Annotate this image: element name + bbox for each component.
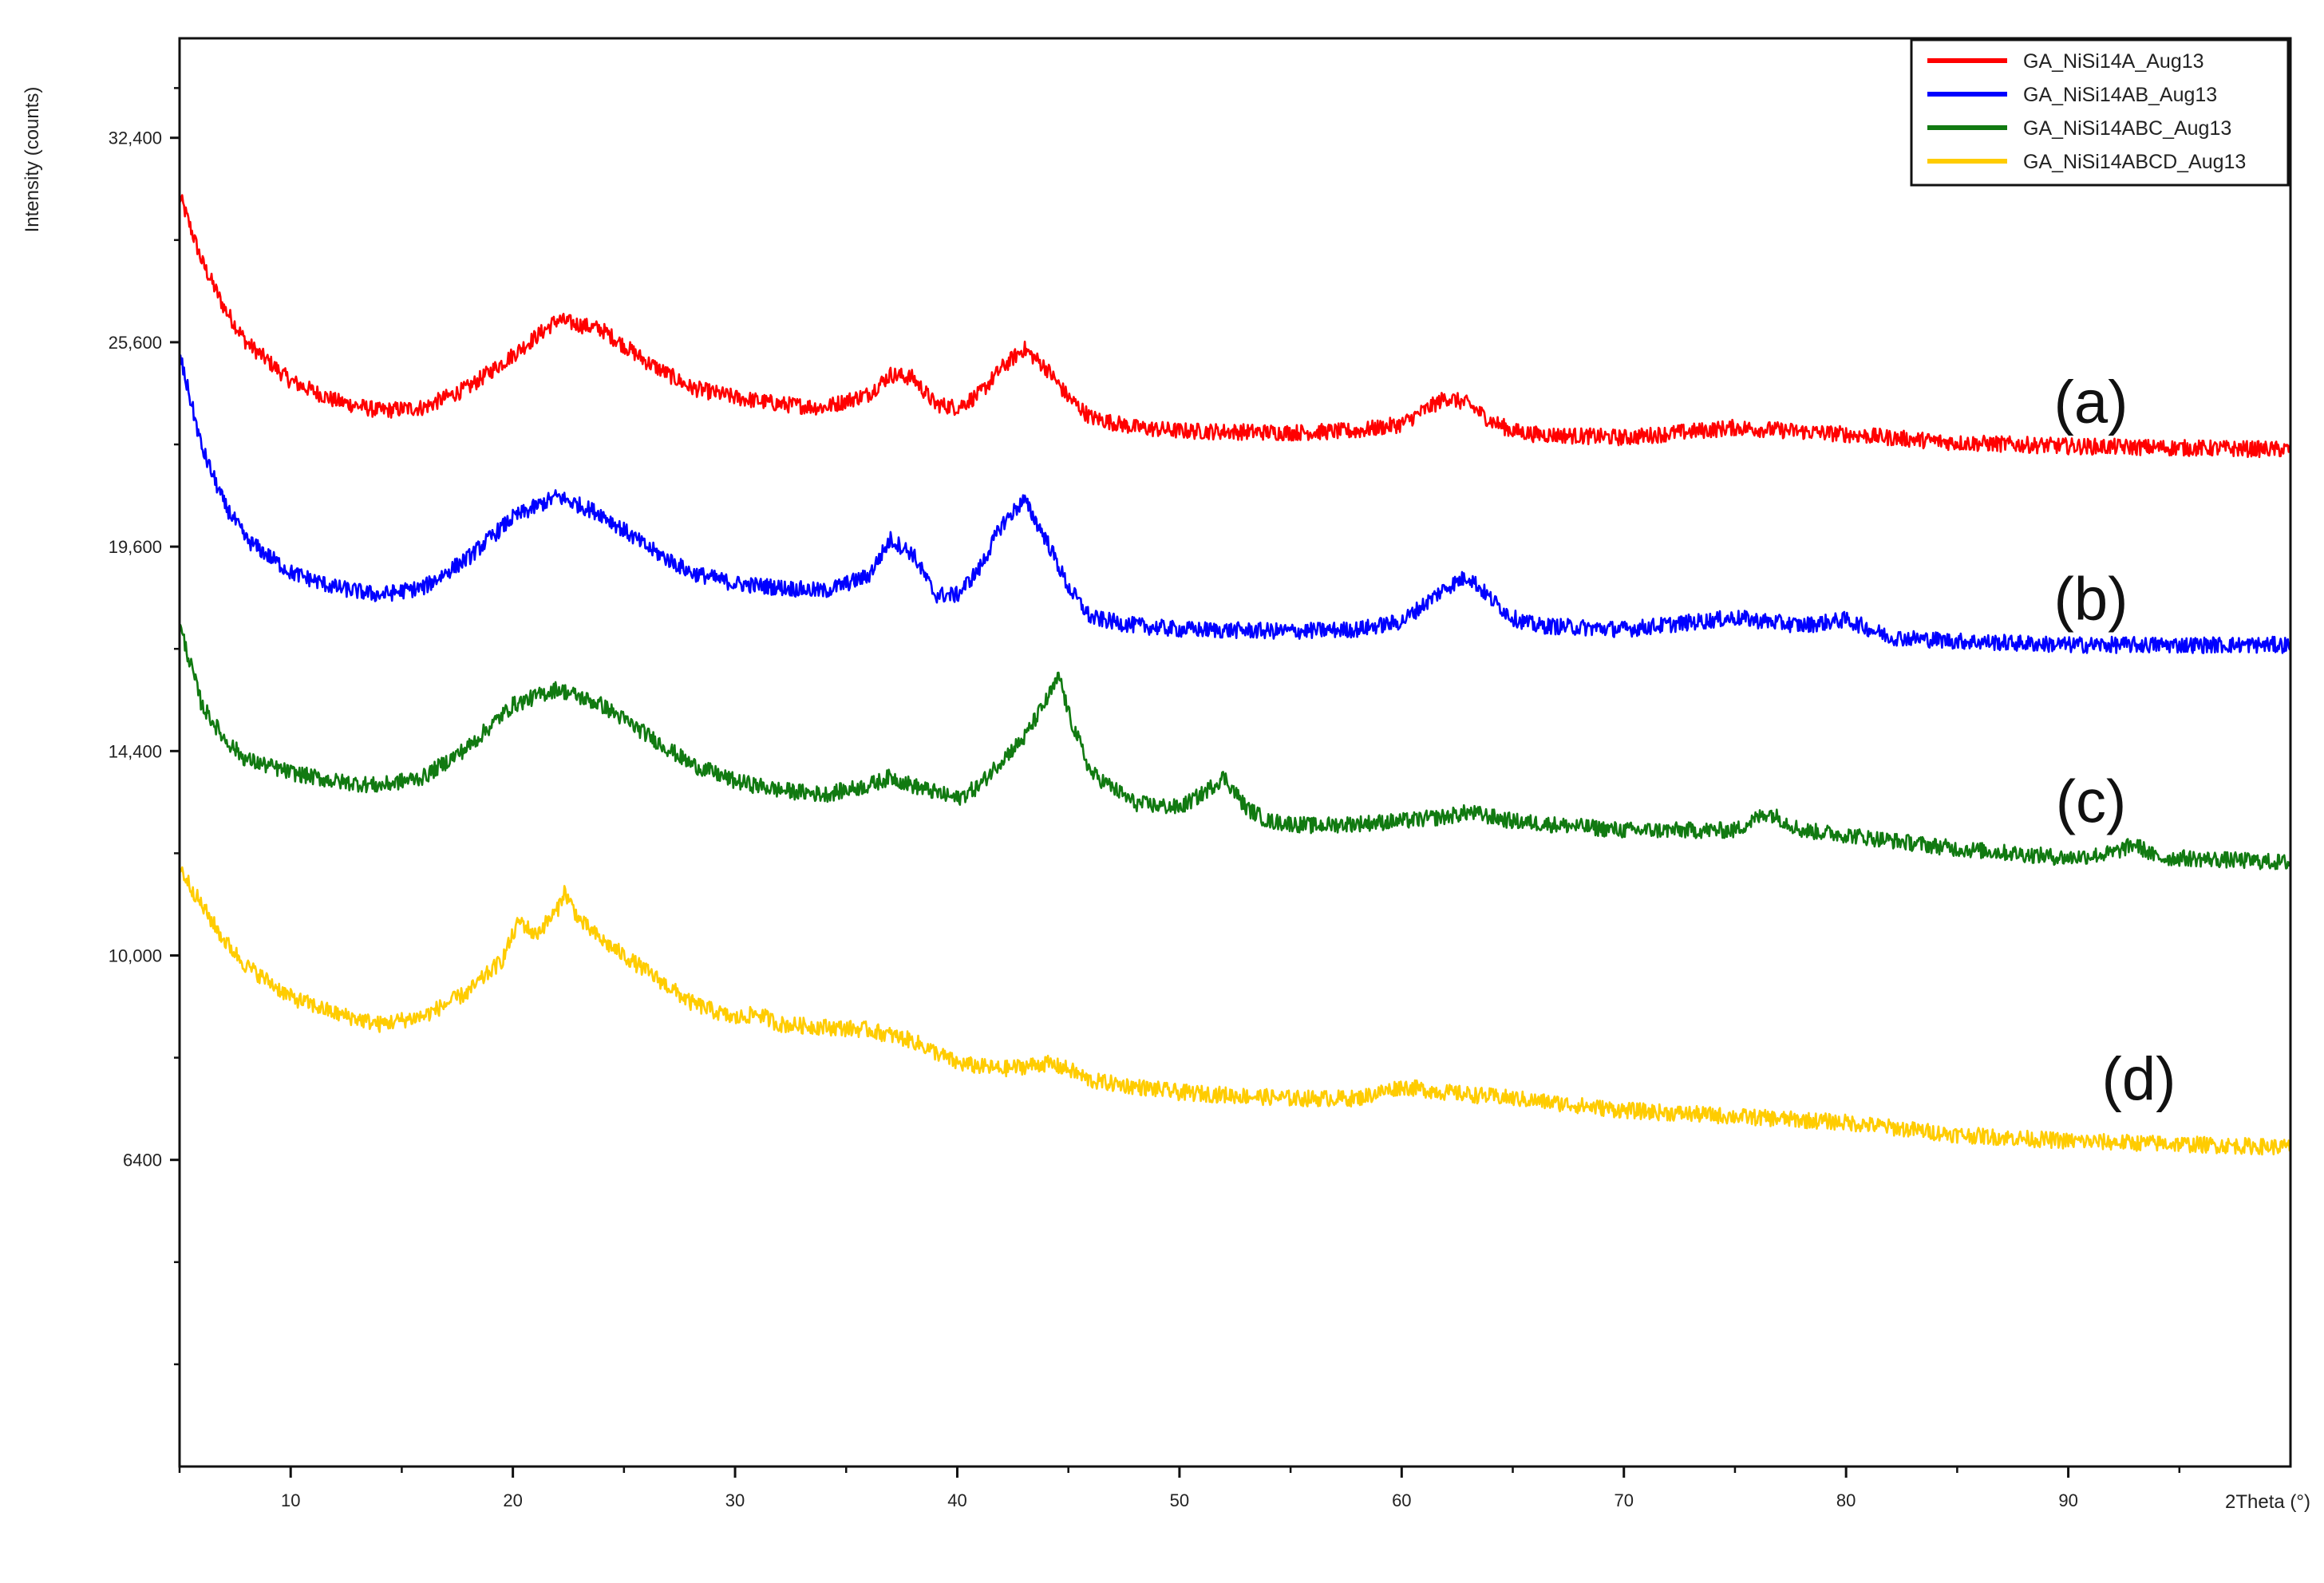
plot-frame xyxy=(178,37,2292,1468)
y-tick-label-2: 25,600 xyxy=(109,333,162,353)
x-tick-label-60: 60 xyxy=(1392,1490,1411,1510)
legend: GA_NiSi14A_Aug13 GA_NiSi14AB_Aug13 GA_NiSi… xyxy=(1910,38,2290,187)
x-tick-label-40: 40 xyxy=(947,1490,966,1510)
series-annotation-3: (c) xyxy=(2056,768,2127,836)
series-line-3 xyxy=(178,624,2291,870)
series-annotation-4: (d) xyxy=(2102,1045,2176,1113)
x-tick-label-90: 90 xyxy=(2058,1490,2077,1510)
y-tick-label-4: 14,400 xyxy=(109,741,162,761)
series-annotation-2: (b) xyxy=(2054,565,2128,633)
y-axis-title: Intensity (counts) xyxy=(22,87,43,233)
legend-label-3: GA_NiSi14ABC_Aug13 xyxy=(2023,117,2231,140)
x-tick-label-10: 10 xyxy=(281,1490,300,1510)
series-annotations: (a) (b) (c) (d) xyxy=(2054,369,2176,1113)
y-tick-label-5: 10,000 xyxy=(109,946,162,966)
x-axis-title: 2Theta (°) xyxy=(2225,1491,2310,1513)
x-tick-label-80: 80 xyxy=(1836,1490,1856,1510)
x-tick-label-20: 20 xyxy=(503,1490,522,1510)
series-annotation-1: (a) xyxy=(2054,369,2128,436)
x-tick-label-50: 50 xyxy=(1170,1490,1189,1510)
series-line-4 xyxy=(178,866,2291,1156)
series-line-2 xyxy=(178,354,2291,654)
axis-layer: 10 20 30 40 50 60 70 80 90 32,400 25,600 19,600 14,4… xyxy=(109,87,2181,1510)
x-tick-label-70: 70 xyxy=(1614,1490,1633,1510)
x-tick-label-30: 30 xyxy=(725,1490,745,1510)
legend-label-1: GA_NiSi14A_Aug13 xyxy=(2023,50,2204,73)
legend-label-4: GA_NiSi14ABCD_Aug13 xyxy=(2023,151,2246,173)
series-layer xyxy=(178,192,2292,1156)
y-tick-label-6: 6400 xyxy=(123,1151,162,1170)
y-tick-label-3: 19,600 xyxy=(109,537,162,557)
legend-label-2: GA_NiSi14AB_Aug13 xyxy=(2023,84,2217,106)
y-tick-label-1: 32,400 xyxy=(109,128,162,148)
series-line-1 xyxy=(178,192,2292,459)
